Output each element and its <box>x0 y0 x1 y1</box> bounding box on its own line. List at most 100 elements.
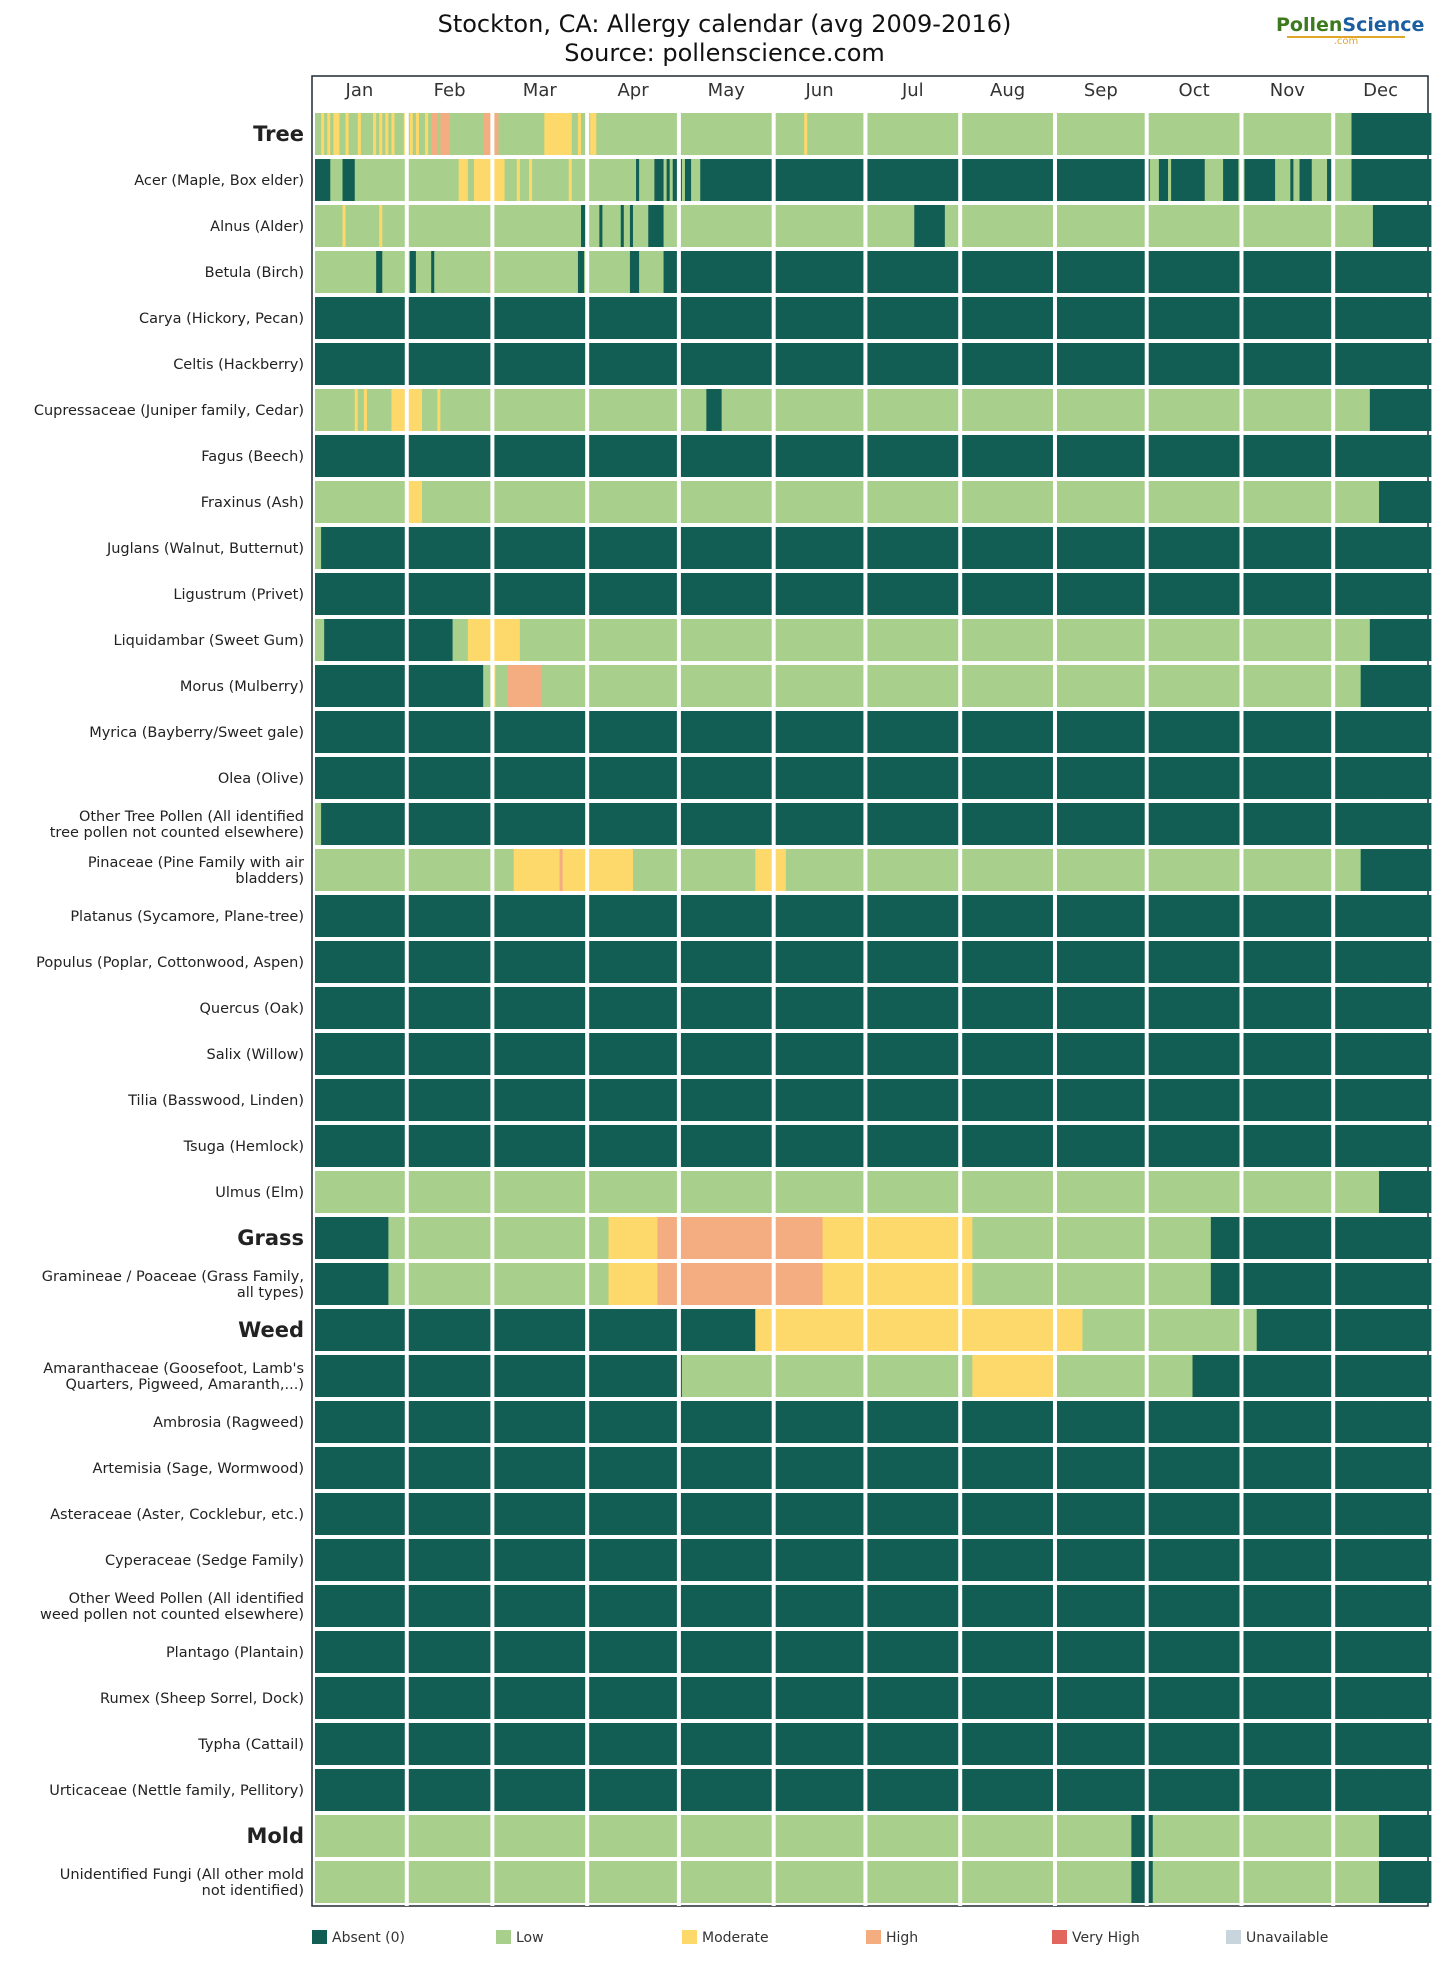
cell-run <box>632 849 756 891</box>
row-label: Liquidambar (Sweet Gum) <box>114 633 304 649</box>
cell-run <box>1256 1309 1371 1351</box>
legend-label: Very High <box>1072 1930 1140 1946</box>
cell-run <box>1223 159 1239 201</box>
row-label: Quercus (Oak) <box>199 1001 304 1017</box>
cell-run <box>315 573 1380 615</box>
pollenscience-logo: PollenScience .com <box>1276 14 1424 47</box>
cell-run <box>315 1769 1380 1811</box>
cell-run <box>315 1033 1380 1075</box>
cell-run <box>1379 895 1432 937</box>
cell-run <box>1379 1447 1432 1489</box>
row-label: Alnus (Alder) <box>210 219 304 235</box>
cell-run <box>473 159 505 201</box>
cell-run <box>315 435 1380 477</box>
row-label: Populus (Poplar, Cottonwood, Aspen) <box>36 955 304 971</box>
cell-run <box>342 159 356 201</box>
cell-run <box>330 159 343 201</box>
cell-run <box>440 113 450 155</box>
cell-run <box>584 251 631 293</box>
cell-run <box>684 159 692 201</box>
row-label: Ligustrum (Privet) <box>173 587 304 603</box>
cell-run <box>590 113 597 155</box>
month-label-nov: Nov <box>1270 80 1305 101</box>
cell-run <box>315 1815 1132 1857</box>
month-label-feb: Feb <box>434 80 466 101</box>
row-label: Acer (Maple, Box elder) <box>134 173 304 189</box>
row-label: Rumex (Sheep Sorrel, Dock) <box>100 1691 304 1707</box>
legend-label: Moderate <box>702 1930 769 1946</box>
cell-run <box>1379 1539 1432 1581</box>
cell-run <box>315 941 1380 983</box>
cell-run <box>333 113 340 155</box>
cell-run <box>657 1263 823 1305</box>
row-label-line: not identified) <box>202 1883 304 1899</box>
cell-run <box>315 987 1380 1029</box>
cell-run <box>1290 159 1294 201</box>
cell-run <box>1379 573 1432 615</box>
cell-run <box>394 113 405 155</box>
cell-run <box>663 205 915 247</box>
cell-run <box>587 205 600 247</box>
cell-run <box>376 251 383 293</box>
cell-run <box>422 481 1380 523</box>
cell-run <box>1360 665 1432 707</box>
row-label: Fraxinus (Ash) <box>201 495 304 511</box>
cell-run <box>1379 1677 1432 1719</box>
cell-run <box>360 113 374 155</box>
row-label: Myrica (Bayberry/Sweet gale) <box>89 725 304 741</box>
cell-run <box>1379 435 1432 477</box>
row-label: Ambrosia (Ragweed) <box>153 1415 304 1431</box>
row-label: Cupressaceae (Juniper family, Cedar) <box>34 403 304 419</box>
row-label: Cyperaceae (Sedge Family) <box>105 1553 304 1569</box>
row-label: Betula (Birch) <box>205 265 304 281</box>
cell-run <box>1210 1263 1380 1305</box>
row-label: Ulmus (Elm) <box>215 1185 304 1201</box>
cell-run <box>519 159 530 201</box>
cell-run <box>1311 159 1328 201</box>
cell-run <box>440 389 707 431</box>
cell-run <box>1192 1355 1371 1397</box>
cell-run <box>602 205 622 247</box>
logo-underline <box>1287 36 1405 38</box>
cell-run <box>315 1263 389 1305</box>
cell-run <box>388 113 392 155</box>
cell-run <box>1327 159 1334 201</box>
cell-run <box>315 251 377 293</box>
cell-run <box>339 113 346 155</box>
cell-run <box>431 251 435 293</box>
cell-run <box>357 389 365 431</box>
cell-run <box>1372 205 1432 247</box>
cell-run <box>1379 1079 1432 1121</box>
cell-run <box>342 205 346 247</box>
row-label: Other Tree Pollen (All identified tree po… <box>50 809 304 841</box>
cell-run <box>972 1263 1212 1305</box>
month-label-apr: Apr <box>617 80 649 101</box>
cell-run <box>691 159 701 201</box>
cell-run <box>1149 159 1160 201</box>
cell-run <box>315 1585 1380 1627</box>
cell-run <box>1369 1355 1432 1397</box>
legend-swatch <box>682 1930 697 1944</box>
cell-run <box>315 1493 1380 1535</box>
logo-sub: .com <box>1333 36 1359 47</box>
cell-run <box>1379 1033 1432 1075</box>
cell-run <box>315 1401 1380 1443</box>
cell-run <box>1379 481 1432 523</box>
cell-run <box>944 205 1374 247</box>
month-label-jul: Jul <box>901 80 924 101</box>
cell-run <box>541 665 1362 707</box>
cell-run <box>315 1171 1380 1213</box>
cell-run <box>507 665 542 707</box>
cell-run <box>822 1263 973 1305</box>
cell-run <box>636 159 640 201</box>
cell-run <box>345 113 350 155</box>
cell-run <box>1210 1217 1380 1259</box>
cell-run <box>315 113 322 155</box>
cell-run <box>321 113 325 155</box>
cell-run <box>1158 159 1169 201</box>
cell-run <box>1379 1723 1432 1765</box>
cell-run <box>1379 1585 1432 1627</box>
cell-run <box>1379 1125 1432 1167</box>
legend-swatch <box>866 1930 881 1944</box>
cell-run <box>315 527 322 569</box>
